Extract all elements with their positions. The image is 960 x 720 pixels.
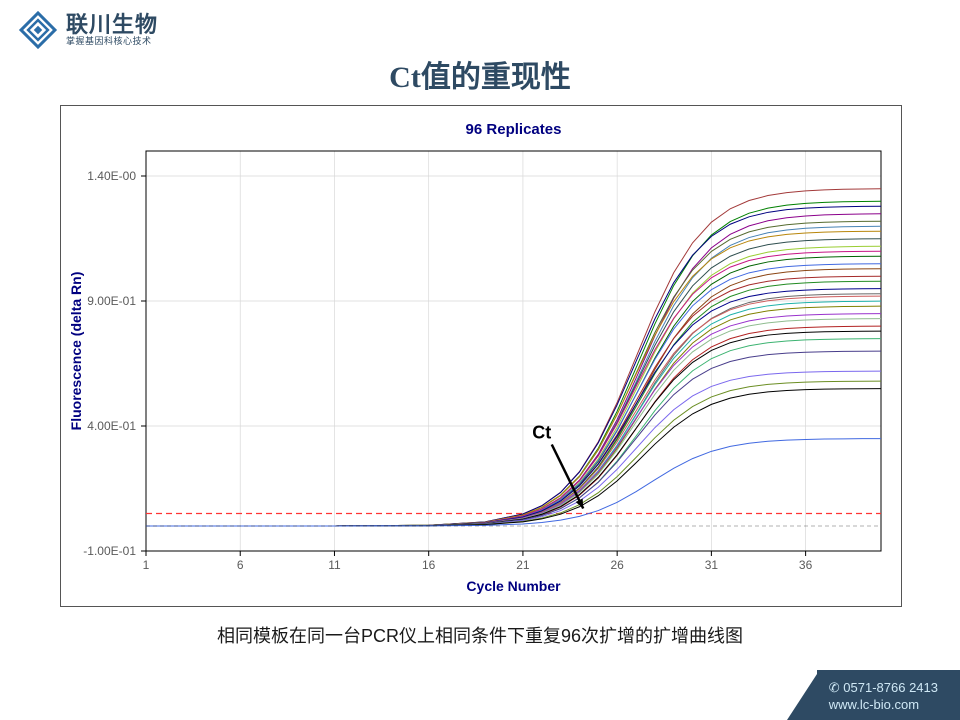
svg-text:16: 16 xyxy=(422,558,436,572)
footer-url: www.lc-bio.com xyxy=(829,697,938,714)
svg-text:9.00E-01: 9.00E-01 xyxy=(87,294,136,308)
svg-text:Fluorescence (delta Rn): Fluorescence (delta Rn) xyxy=(68,272,84,431)
footer-chevron-icon xyxy=(787,674,817,720)
footer-contact: ✆ 0571-8766 2413 www.lc-bio.com xyxy=(817,670,960,720)
svg-text:31: 31 xyxy=(705,558,719,572)
svg-text:26: 26 xyxy=(610,558,624,572)
logo-tagline: 掌握基因科核心技术 xyxy=(66,37,158,47)
svg-text:36: 36 xyxy=(799,558,813,572)
svg-text:Ct: Ct xyxy=(532,423,551,443)
chart-svg: 16111621263136-1.00E-014.00E-019.00E-011… xyxy=(61,106,901,606)
svg-text:21: 21 xyxy=(516,558,530,572)
logo: 联川生物 掌握基因科核心技术 xyxy=(18,10,158,50)
page-title: Ct值的重现性 xyxy=(0,52,960,96)
svg-text:1: 1 xyxy=(143,558,150,572)
svg-text:Cycle Number: Cycle Number xyxy=(466,578,561,594)
svg-text:4.00E-01: 4.00E-01 xyxy=(87,419,136,433)
svg-text:1.40E-00: 1.40E-00 xyxy=(87,169,136,183)
footer: ✆ 0571-8766 2413 www.lc-bio.com xyxy=(787,670,960,720)
caption: 相同模板在同一台PCR仪上相同条件下重复96次扩增的扩增曲线图 xyxy=(0,622,960,648)
svg-text:11: 11 xyxy=(328,558,341,572)
logo-text: 联川生物 掌握基因科核心技术 xyxy=(66,13,158,47)
logo-mark-icon xyxy=(18,10,58,50)
svg-text:6: 6 xyxy=(237,558,244,572)
svg-text:-1.00E-01: -1.00E-01 xyxy=(83,544,136,558)
slide: 联川生物 掌握基因科核心技术 Ct值的重现性 16111621263136-1.… xyxy=(0,0,960,720)
footer-phone: ✆ 0571-8766 2413 xyxy=(829,680,938,697)
svg-text:96 Replicates: 96 Replicates xyxy=(466,121,562,138)
replicates-chart: 16111621263136-1.00E-014.00E-019.00E-011… xyxy=(60,105,902,607)
logo-name: 联川生物 xyxy=(66,13,158,37)
